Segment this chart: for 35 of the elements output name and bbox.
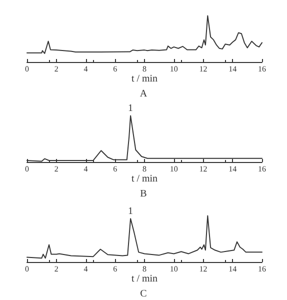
x-tick-label: 2 <box>54 264 58 274</box>
annotation: 1 <box>128 103 134 114</box>
x-tick-label: 6 <box>113 264 118 274</box>
x-tick-label: 4 <box>84 264 88 274</box>
x-tick-label: 10 <box>170 164 178 174</box>
text: A <box>140 88 148 100</box>
x-tick-label: 0 <box>25 264 29 274</box>
x-axis-title: t / min <box>131 73 158 84</box>
x-tick-label: 4 <box>84 164 88 174</box>
x-tick-label: 2 <box>54 164 58 174</box>
text: B <box>140 188 148 200</box>
x-tick-label: 10 <box>170 64 178 74</box>
x-tick-label: 14 <box>228 264 237 274</box>
x-tick-label: 16 <box>258 164 266 174</box>
x-tick-label: 8 <box>142 164 146 174</box>
x-tick-label: 10 <box>170 264 178 274</box>
x-axis-title: t / min <box>131 273 158 284</box>
x-tick-label: 6 <box>113 64 118 74</box>
x-tick-label: 8 <box>142 264 146 274</box>
x-tick-label: 2 <box>54 64 58 74</box>
x-tick-label: 0 <box>25 64 29 74</box>
x-tick-label: 12 <box>199 64 208 74</box>
x-tick-label: 12 <box>199 264 208 274</box>
annotation: 1 <box>128 206 134 218</box>
x-tick-label: 8 <box>142 64 146 74</box>
x-tick-label: 0 <box>25 164 29 174</box>
x-axis-title: t / min <box>131 173 158 184</box>
x-tick-label: 14 <box>228 64 237 74</box>
x-tick-label: 16 <box>258 264 266 274</box>
x-tick-label: 4 <box>84 64 88 74</box>
text: C <box>140 288 148 300</box>
x-tick-label: 16 <box>258 64 266 74</box>
x-tick-label: 12 <box>199 164 208 174</box>
x-tick-label: 14 <box>228 164 237 174</box>
x-tick-label: 6 <box>113 164 118 174</box>
